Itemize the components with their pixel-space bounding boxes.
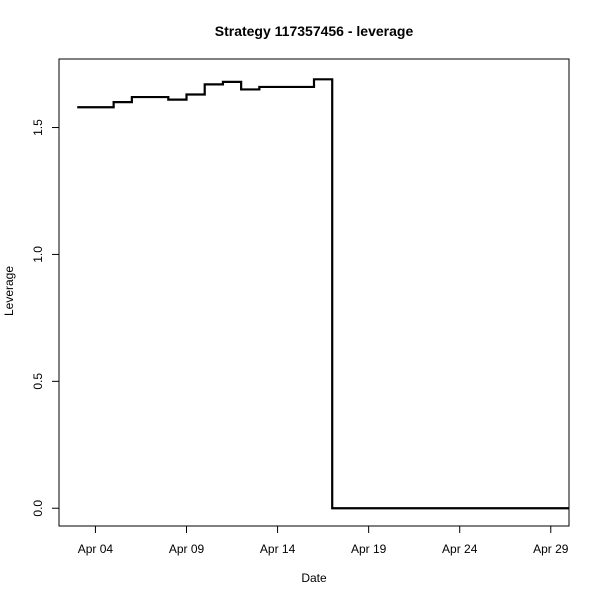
y-tick-label: 0.0 bbox=[31, 500, 45, 517]
y-axis: 0.0 0.5 1.0 1.5 bbox=[31, 119, 60, 517]
y-axis-label: Leverage bbox=[2, 266, 16, 316]
x-axis: Apr 04 Apr 09 Apr 14 Apr 19 Apr 24 Apr 29 bbox=[78, 525, 569, 556]
y-tick-label: 1.0 bbox=[31, 246, 45, 263]
y-tick-label: 0.5 bbox=[31, 373, 45, 390]
x-tick-label: Apr 09 bbox=[169, 542, 205, 556]
x-tick-label: Apr 29 bbox=[533, 542, 569, 556]
x-tick-label: Apr 24 bbox=[442, 542, 478, 556]
x-tick-label: Apr 19 bbox=[351, 542, 387, 556]
plot-border bbox=[58, 58, 570, 527]
series-line-leverage bbox=[77, 78, 569, 510]
y-tick-label: 1.5 bbox=[31, 119, 45, 136]
chart-title: Strategy 117357456 - leverage bbox=[215, 23, 414, 39]
x-axis-label: Date bbox=[301, 571, 327, 585]
series-layer bbox=[77, 78, 569, 510]
x-tick-label: Apr 14 bbox=[260, 542, 296, 556]
x-tick-label: Apr 04 bbox=[78, 542, 114, 556]
